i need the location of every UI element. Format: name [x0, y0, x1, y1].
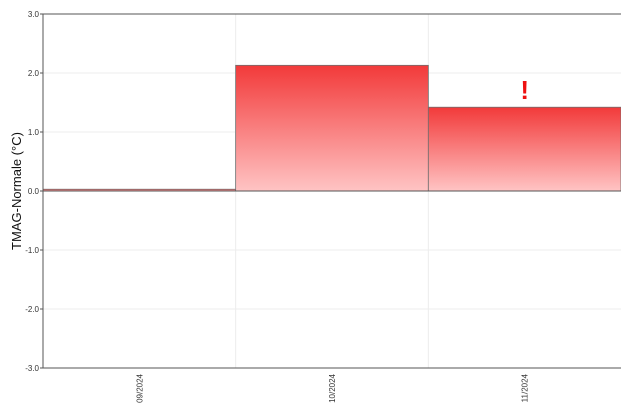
x-tick-label: 09/2024 [135, 373, 144, 402]
x-tick-label: 10/2024 [328, 373, 337, 402]
tick-labels: 3.0 2.0 1.0 0.0 -1.0 -2.0 -3.0! 09/2024 10/2024 1… [25, 10, 529, 403]
bars [42, 64, 621, 192]
y-tick-label: 2.0 [28, 69, 40, 78]
y-tick-label: 0.0 [28, 187, 40, 196]
y-tick-label: -1.0 [25, 246, 39, 255]
bar-11-2024 [427, 106, 621, 192]
y-tick-label: 1.0 [28, 128, 40, 137]
axes [40, 13, 621, 369]
y-tick-label: -3.0 [25, 364, 39, 373]
x-tick-label: 11/2024 [521, 373, 530, 402]
bar-10-2024 [235, 64, 429, 192]
y-axis-label: TMAG-Normale (°C) [9, 132, 24, 250]
y-tick-label: -2.0 [25, 305, 39, 314]
alert-icon: ! [520, 75, 529, 105]
y-tick-label: 3.0 [28, 10, 40, 19]
